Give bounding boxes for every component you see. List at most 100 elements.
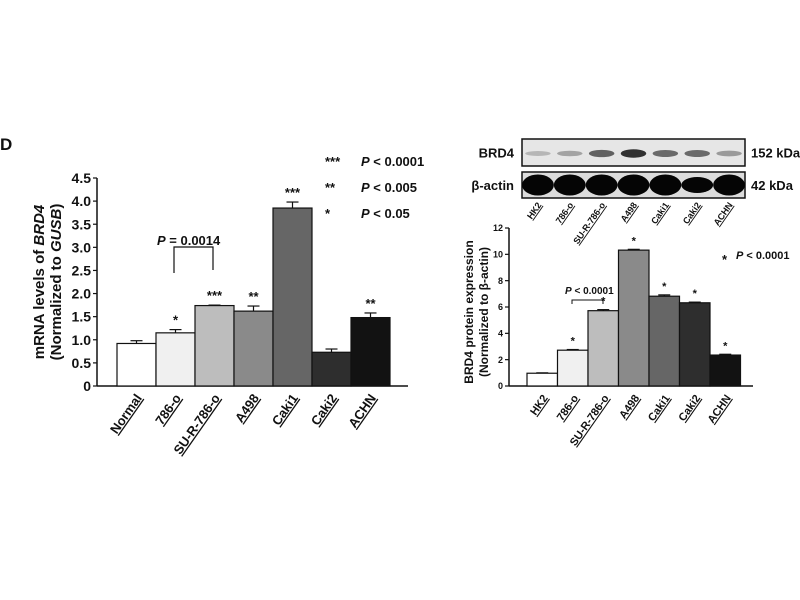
significance-marker: * bbox=[632, 235, 637, 247]
protein-band bbox=[585, 174, 618, 196]
legend-p-value: P < 0.05 bbox=[361, 206, 410, 221]
protein-band bbox=[588, 149, 615, 158]
protein-band bbox=[522, 174, 554, 196]
x-tick-label: A498 bbox=[232, 391, 262, 425]
y-tick-label: 3.5 bbox=[72, 216, 92, 232]
bar-caki2 bbox=[678, 302, 711, 387]
x-tick-label: ACHN bbox=[345, 391, 379, 430]
bar-caki2 bbox=[311, 351, 352, 387]
significance-marker: *** bbox=[285, 185, 301, 200]
blot-row-label: β-actin bbox=[471, 178, 514, 193]
significance-marker: * bbox=[173, 313, 179, 328]
comparison-label: P < 0.0001 bbox=[565, 286, 614, 297]
significance-marker: * bbox=[662, 281, 667, 293]
y-tick-label: 4.5 bbox=[72, 170, 92, 186]
y-tick-label: 2.0 bbox=[72, 286, 92, 302]
protein-band bbox=[525, 151, 551, 156]
blot-lane-label: A498 bbox=[619, 200, 640, 223]
legend-stars: * bbox=[325, 206, 331, 221]
y-tick-label: 0 bbox=[498, 381, 503, 391]
y-tick-label: 8 bbox=[498, 276, 503, 286]
blot-lane-label: HK2 bbox=[525, 200, 544, 220]
comparison-label: P = 0.0014 bbox=[157, 233, 221, 248]
protein-band bbox=[652, 150, 679, 157]
protein-band bbox=[617, 174, 650, 196]
x-tick-label: HK2 bbox=[528, 393, 550, 418]
bar-caki1 bbox=[648, 295, 681, 387]
protein-band bbox=[553, 174, 586, 196]
blot-row-beta-actin: β-actin 42 kDa bbox=[471, 171, 794, 199]
y-axis-label: mRNA levels of BRD4 bbox=[31, 204, 48, 359]
protein-band bbox=[681, 177, 714, 193]
bar-achn bbox=[350, 316, 391, 387]
significance-marker: ** bbox=[248, 289, 259, 304]
y-axis-label: BRD4 protein expression bbox=[462, 240, 476, 383]
bar-hk2 bbox=[526, 372, 559, 387]
bar-caki1 bbox=[272, 207, 313, 387]
legend-p-value: P < 0.005 bbox=[361, 180, 417, 195]
chart-0: 0 0.5 1.0 1.5 2.0 2.5 3.0 3.5 4.0 4.5 Normal * 786-o… bbox=[72, 170, 408, 457]
blot-lane-label: Caki2 bbox=[681, 200, 703, 225]
protein-band bbox=[684, 150, 710, 157]
legend-stars: * bbox=[722, 252, 728, 267]
protein-band bbox=[557, 150, 583, 157]
legend-stars: *** bbox=[325, 154, 341, 169]
bar-achn bbox=[709, 354, 742, 387]
blot-lane-label: Caki1 bbox=[649, 200, 671, 225]
x-tick-label: Caki1 bbox=[269, 391, 301, 428]
significance-marker: * bbox=[693, 288, 698, 300]
bar-normal bbox=[116, 342, 157, 387]
bar-a498 bbox=[617, 249, 650, 387]
significance-marker: * bbox=[723, 340, 728, 352]
legend-p-value: P < 0.0001 bbox=[736, 250, 790, 262]
y-tick-label: 10 bbox=[493, 250, 503, 260]
comparison-bracket bbox=[173, 246, 214, 273]
y-axis-label-sub: (Normalized to β-actin) bbox=[477, 247, 491, 377]
significance-marker: *** bbox=[207, 288, 223, 303]
protein-band bbox=[713, 174, 745, 196]
y-tick-label: 1.0 bbox=[72, 332, 92, 348]
x-tick-label: A498 bbox=[617, 393, 642, 421]
x-tick-label: 786-o bbox=[555, 393, 581, 424]
comparison-bracket bbox=[571, 299, 604, 304]
protein-band bbox=[620, 149, 647, 158]
panel-label: D bbox=[0, 135, 12, 154]
blot-row-brd4: BRD4 152 kDa bbox=[479, 138, 800, 167]
blot-size-label: 152 kDa bbox=[751, 146, 800, 161]
blot-lane-label: ACHN bbox=[712, 200, 735, 227]
chart-1: 024681012HK2*786-o*SU-R-786-o*A498*Caki1… bbox=[493, 223, 753, 448]
x-tick-label: Caki2 bbox=[308, 391, 340, 428]
y-tick-label: 6 bbox=[498, 302, 503, 312]
blot-size-label: 42 kDa bbox=[751, 178, 794, 193]
bar-su-r-786-o bbox=[587, 310, 620, 387]
y-tick-label: 0 bbox=[83, 378, 91, 394]
bar-su-r-786-o bbox=[194, 304, 235, 387]
significance-marker: * bbox=[601, 296, 606, 308]
x-tick-label: Caki1 bbox=[646, 393, 673, 424]
protein-band bbox=[716, 150, 742, 157]
y-tick-label: 2 bbox=[498, 355, 503, 365]
significance-marker: ** bbox=[365, 296, 376, 311]
blot-lane-label: 786-o bbox=[554, 200, 576, 225]
y-tick-label: 12 bbox=[493, 223, 503, 233]
y-tick-label: 4.0 bbox=[72, 193, 92, 209]
x-tick-label: ACHN bbox=[706, 393, 734, 426]
bar-786-o bbox=[556, 349, 589, 387]
y-tick-label: 2.5 bbox=[72, 262, 92, 278]
x-tick-label: 786-o bbox=[152, 391, 184, 427]
x-tick-label: Normal bbox=[107, 391, 145, 436]
y-tick-label: 4 bbox=[498, 329, 503, 339]
bar-786-o bbox=[155, 332, 196, 387]
legend-stars: ** bbox=[325, 180, 336, 195]
blot-lane-label: SU-R-786-o bbox=[571, 200, 607, 246]
bar-a498 bbox=[233, 310, 274, 387]
legend-p-value: P < 0.0001 bbox=[361, 154, 424, 169]
protein-band bbox=[649, 174, 682, 196]
y-tick-label: 0.5 bbox=[72, 355, 92, 371]
y-tick-label: 3.0 bbox=[72, 239, 92, 255]
significance-marker: * bbox=[571, 336, 576, 348]
y-tick-label: 1.5 bbox=[72, 309, 92, 325]
blot-row-label: BRD4 bbox=[479, 146, 515, 161]
y-axis-label-sub: (Normalized to GUSB) bbox=[48, 204, 65, 361]
